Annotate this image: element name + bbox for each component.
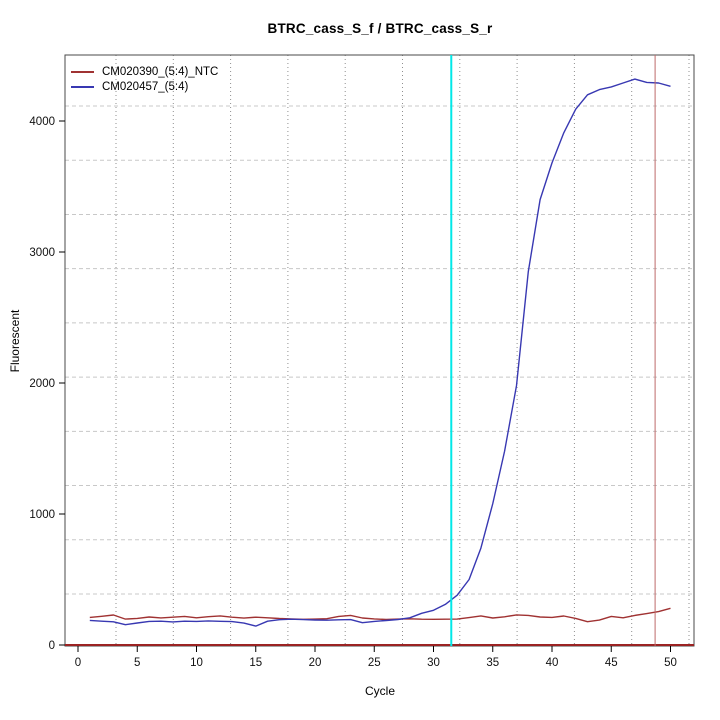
y-axis-label: Fluorescent (8, 309, 22, 373)
chart-title: BTRC_cass_S_f / BTRC_cass_S_r (267, 21, 493, 36)
legend-line-sample1 (71, 70, 94, 73)
svg-text:25: 25 (368, 657, 381, 669)
svg-text:3000: 3000 (29, 247, 55, 259)
legend-label-sample2: CM020457_(5:4) (102, 80, 189, 93)
svg-text:0: 0 (49, 640, 55, 652)
svg-text:40: 40 (546, 657, 559, 669)
legend: CM020390_(5:4)_NTC CM020457_(5:4) (71, 64, 218, 94)
legend-line-sample2 (71, 85, 94, 88)
svg-text:5: 5 (134, 657, 140, 669)
x-axis-label: Cycle (364, 684, 395, 698)
amplification-curves (89, 78, 671, 627)
svg-text:1000: 1000 (29, 509, 55, 521)
axis-ticks-and-labels: 0 5 10 15 20 25 30 35 40 45 50 0 1000 2000 3000 4000 (29, 116, 676, 669)
svg-text:0: 0 (75, 657, 81, 669)
threshold-cycle-vlines (450, 55, 656, 646)
svg-text:4000: 4000 (29, 116, 55, 128)
plot-border (64, 54, 695, 647)
svg-text:50: 50 (664, 657, 677, 669)
svg-text:45: 45 (605, 657, 618, 669)
gridlines (65, 55, 694, 646)
legend-item-ntc: CM020390_(5:4)_NTC (71, 64, 218, 79)
svg-text:2000: 2000 (29, 378, 55, 390)
svg-text:30: 30 (427, 657, 440, 669)
svg-text:35: 35 (486, 657, 499, 669)
legend-label-sample1: CM020390_(5:4)_NTC (102, 65, 219, 78)
svg-text:15: 15 (249, 657, 262, 669)
legend-item-sample: CM020457_(5:4) (71, 79, 218, 94)
svg-text:20: 20 (309, 657, 322, 669)
svg-text:10: 10 (190, 657, 203, 669)
